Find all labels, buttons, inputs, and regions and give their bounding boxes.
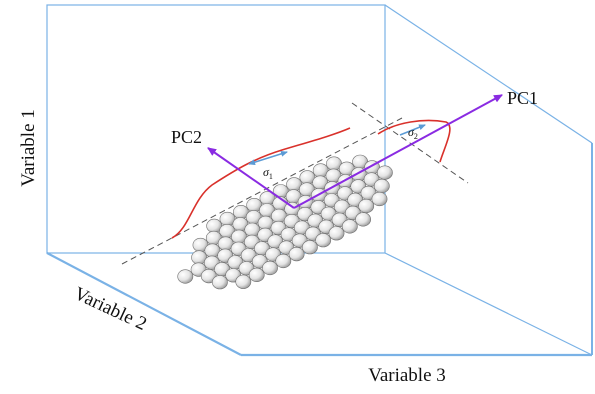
pc2-arrow (207, 147, 295, 209)
axis-label-variable-3: Variable 3 (368, 365, 446, 386)
distribution-curves (171, 119, 451, 239)
sample-point (211, 275, 228, 290)
sample-point (288, 247, 305, 262)
spread-arrows (248, 124, 426, 166)
axis-label-variable-2: Variable 2 (71, 283, 150, 335)
sample-point (262, 260, 278, 276)
pc1-arrow (293, 94, 503, 209)
sample-point (315, 233, 332, 248)
sample-point (376, 165, 393, 180)
sigma2-label: σ2 (408, 125, 418, 141)
distribution-curve-pc2 (171, 127, 351, 239)
sample-point (358, 198, 375, 214)
sample-point (371, 191, 388, 207)
dashed-axes (121, 102, 469, 265)
sample-point-cloud (177, 154, 393, 290)
box-edge-left-depth (46, 252, 242, 356)
sample-point (275, 253, 292, 269)
axis-label-variable-1: Variable 1 (18, 109, 39, 187)
pc1-label: PC1 (507, 88, 538, 108)
sample-point (248, 267, 265, 283)
pc2-label: PC2 (171, 127, 202, 147)
box-edge-bottom-right (384, 252, 593, 356)
sample-point (235, 274, 252, 289)
sigma2-spread-arrow (399, 124, 426, 136)
dashed-line-pc1-direction (121, 117, 403, 265)
dashed-line-pc2-direction (351, 102, 469, 184)
sample-point (341, 219, 358, 234)
sigma1-label: σ1 (263, 165, 273, 181)
sample-point (301, 240, 318, 255)
distribution-curve-pc1 (377, 119, 451, 163)
box-edge-top-right (384, 4, 593, 144)
sigma1-spread-arrow (248, 150, 288, 166)
sample-point (373, 178, 390, 194)
pc-arrows (207, 94, 503, 209)
sample-point (328, 226, 345, 241)
sample-point (177, 269, 194, 284)
sample-point (355, 212, 371, 227)
